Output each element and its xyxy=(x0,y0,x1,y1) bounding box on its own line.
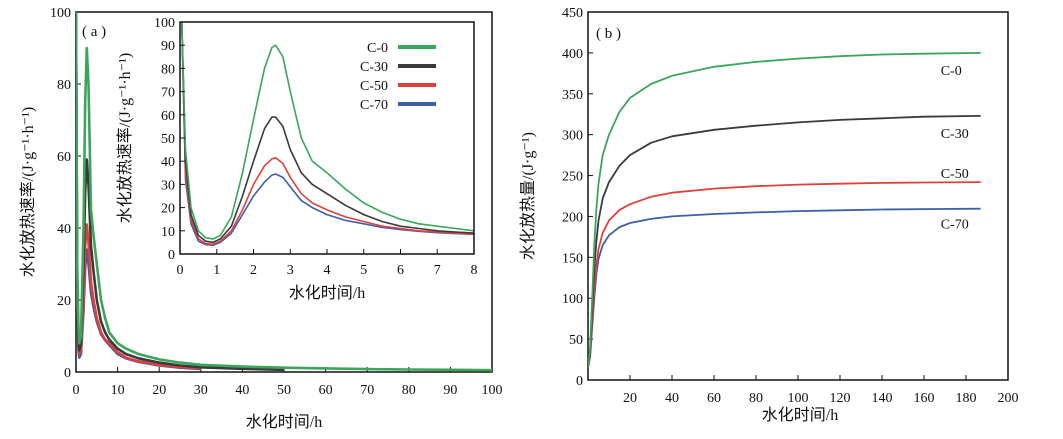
y-tick-label: 250 xyxy=(562,170,583,185)
y-tick-label: 0 xyxy=(168,248,175,263)
y-tick-label: 0 xyxy=(64,366,71,381)
legend-label-c-0: C-0 xyxy=(367,41,388,56)
x-tick-label: 3 xyxy=(287,263,294,278)
x-tick-label: 100 xyxy=(788,391,809,406)
x-tick-label: 4 xyxy=(324,263,331,278)
series-line-c-30 xyxy=(181,22,474,244)
x-tick-label: 100 xyxy=(482,383,503,398)
y-tick-label: 450 xyxy=(562,6,583,21)
inset-lines xyxy=(181,22,474,246)
legend-label-c-70: C-70 xyxy=(360,98,388,113)
panel-a-label: ( a ) xyxy=(82,24,106,40)
y-tick-label: 200 xyxy=(562,210,583,225)
x-tick-label: 60 xyxy=(319,383,333,398)
x-tick-label: 20 xyxy=(623,391,637,406)
panel-a-x-ticks: 0 10 20 30 40 50 60 70 80 90 100 xyxy=(73,367,503,398)
x-tick-label: 20 xyxy=(152,383,166,398)
panel-a: ( a ) 0 10 20 30 40 50 60 70 80 90 100 02040608010… xyxy=(19,6,503,431)
panel-a-y-axis-title: 水化放热速率/(J·g⁻¹·h⁻¹) xyxy=(19,107,37,277)
x-tick-label: 40 xyxy=(235,383,249,398)
x-tick-label: 80 xyxy=(402,383,416,398)
series-line-c-50 xyxy=(181,22,474,246)
x-tick-label: 80 xyxy=(749,391,763,406)
y-tick-label: 300 xyxy=(562,129,583,144)
x-tick-label: 30 xyxy=(194,383,208,398)
x-tick-label: 7 xyxy=(434,263,441,278)
curve-label-c-70: C-70 xyxy=(941,218,969,233)
inset-x-axis-title: 水化时间/h xyxy=(289,284,365,302)
y-tick-label: 100 xyxy=(562,292,583,307)
panel-b: ( b ) 20 40 60 80 100 120 140 160 180 200 0 50 100 1… xyxy=(519,6,1019,424)
x-tick-label: 0 xyxy=(73,383,80,398)
y-tick-label: 80 xyxy=(161,62,175,77)
x-tick-label: 120 xyxy=(830,391,851,406)
series-line-c-30 xyxy=(588,115,981,368)
legend-label-c-50: C-50 xyxy=(360,79,388,94)
x-tick-label: 40 xyxy=(665,391,679,406)
x-tick-label: 60 xyxy=(707,391,721,406)
series-line-c-70 xyxy=(181,22,474,246)
panel-a-x-axis-title: 水化时间/h xyxy=(246,413,322,431)
series-line-c-70 xyxy=(588,207,981,368)
y-tick-label: 100 xyxy=(50,6,71,21)
panel-b-x-ticks: 20 40 60 80 100 120 140 160 180 200 xyxy=(623,375,1019,406)
series-line-c-0 xyxy=(588,52,981,368)
series-line-c-50 xyxy=(588,181,981,368)
panel-b-y-axis-title: 水化放热量/(J·g⁻¹) xyxy=(519,132,537,260)
y-tick-label: 70 xyxy=(161,86,175,101)
inset-y-ticks: 0 10 20 30 40 50 60 70 80 90 100 xyxy=(154,16,185,263)
series-line-c-30 xyxy=(76,12,285,372)
y-tick-label: 50 xyxy=(161,132,175,147)
x-tick-label: 70 xyxy=(360,383,374,398)
inset-legend: C-0 C-30 C-50 C-70 xyxy=(360,41,436,113)
x-tick-label: 180 xyxy=(956,391,977,406)
x-tick-label: 5 xyxy=(360,263,367,278)
legend-label-c-30: C-30 xyxy=(360,60,388,75)
x-tick-label: 0 xyxy=(177,263,184,278)
x-tick-label: 2 xyxy=(250,263,257,278)
curve-label-c-50: C-50 xyxy=(941,167,969,182)
y-tick-label: 80 xyxy=(57,78,71,93)
y-tick-label: 10 xyxy=(161,225,175,240)
series-line-c-0 xyxy=(181,22,474,240)
y-tick-label: 0 xyxy=(576,374,583,389)
x-tick-label: 10 xyxy=(111,383,125,398)
y-tick-label: 30 xyxy=(161,178,175,193)
y-tick-label: 20 xyxy=(57,294,71,309)
y-tick-label: 100 xyxy=(154,16,175,31)
panel-b-curve-labels: C-0 C-30 C-50 C-70 xyxy=(941,64,969,233)
y-tick-label: 90 xyxy=(161,39,175,54)
inset-y-axis-title: 水化放热速率/(J·g⁻¹·h⁻¹) xyxy=(116,53,134,223)
panel-b-lines xyxy=(588,52,981,368)
y-tick-label: 60 xyxy=(161,109,175,124)
y-tick-label: 40 xyxy=(57,222,71,237)
y-tick-label: 40 xyxy=(161,155,175,170)
x-tick-label: 8 xyxy=(471,263,478,278)
x-tick-label: 160 xyxy=(914,391,935,406)
inset-background xyxy=(180,22,474,254)
x-tick-label: 1 xyxy=(213,263,220,278)
y-tick-label: 150 xyxy=(562,251,583,266)
curve-label-c-30: C-30 xyxy=(941,127,969,142)
panel-b-y-ticks: 0 50 100 150 200 250 300 350 400 450 xyxy=(562,6,593,389)
x-tick-label: 200 xyxy=(998,391,1019,406)
panel-b-label: ( b ) xyxy=(596,26,621,42)
panel-a-lines xyxy=(76,12,492,372)
x-tick-label: 6 xyxy=(397,263,404,278)
inset-x-ticks: 0 1 2 3 4 5 6 7 8 xyxy=(177,249,478,278)
y-tick-label: 20 xyxy=(161,202,175,217)
series-line-c-0 xyxy=(76,12,492,372)
x-tick-label: 50 xyxy=(277,383,291,398)
x-tick-label: 140 xyxy=(872,391,893,406)
x-tick-label: 90 xyxy=(443,383,457,398)
panel-b-x-axis-title: 水化时间/h xyxy=(762,406,838,424)
y-tick-label: 60 xyxy=(57,150,71,165)
series-line-c-50 xyxy=(76,12,201,370)
curve-label-c-0: C-0 xyxy=(941,64,962,79)
y-tick-label: 50 xyxy=(569,333,583,348)
y-tick-label: 400 xyxy=(562,47,583,62)
y-tick-label: 350 xyxy=(562,88,583,103)
